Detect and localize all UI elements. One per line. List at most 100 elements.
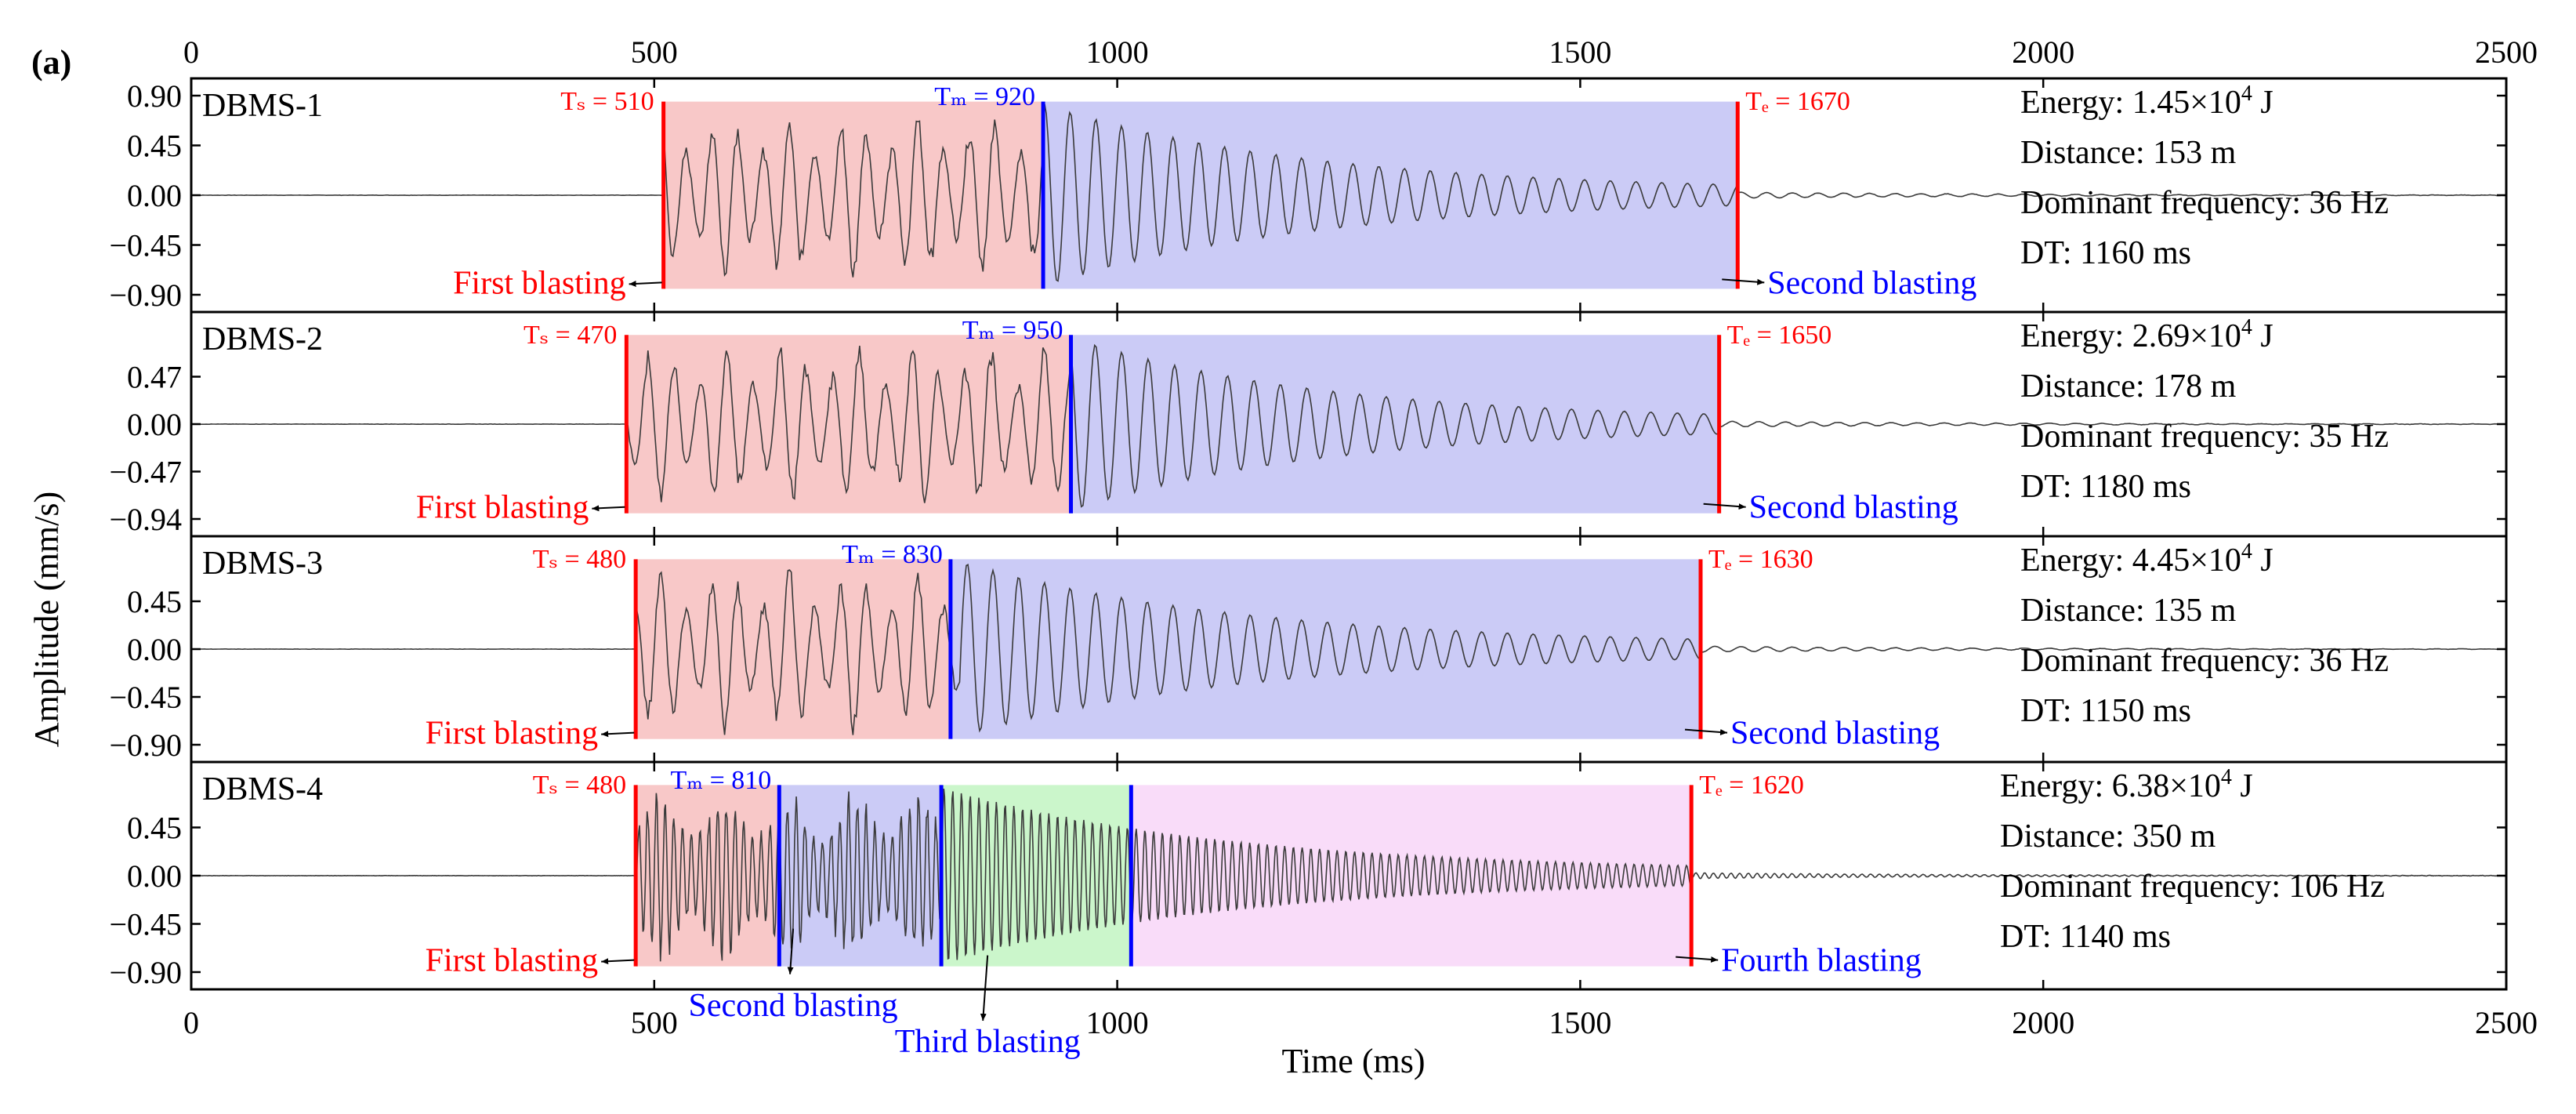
event-label: First blasting: [426, 716, 599, 752]
tm-label: Tₘ = 950: [962, 316, 1063, 345]
waveform-trace: [190, 564, 2505, 735]
event-arrow: [1676, 956, 1719, 963]
y-tick-label: 0.00: [127, 407, 182, 442]
te-label: Tₑ = 1670: [1745, 87, 1850, 116]
distance-text: Distance: 178 m: [2020, 368, 2237, 405]
event-arrow: [1722, 278, 1765, 285]
te-label: Tₑ = 1650: [1727, 321, 1832, 350]
waveform-trace: [190, 789, 2506, 962]
y-axis-title: Amplitude (mm/s): [27, 492, 66, 747]
event-arrow: [980, 955, 989, 1021]
energy-unit: J: [2252, 318, 2273, 354]
energy-text: Energy: 4.45×104 J: [2020, 539, 2273, 579]
event-label: First blasting: [416, 490, 589, 526]
segment-first-blasting: [663, 101, 1044, 289]
event-label: First blasting: [426, 943, 599, 979]
energy-value: Energy: 1.45×10: [2020, 85, 2241, 121]
y-tick-label: −0.90: [109, 278, 182, 313]
y-tick-label: −0.90: [109, 728, 182, 763]
x-tick-label-bottom: 500: [631, 1005, 678, 1040]
x-tick-label-bottom: 1500: [1549, 1005, 1611, 1040]
event-arrow: [601, 958, 635, 965]
x-tick-label-top: 1000: [1086, 34, 1149, 70]
event-label: Second blasting: [688, 988, 897, 1024]
frequency-text: Dominant frequency: 35 Hz: [2020, 419, 2389, 455]
y-tick-label: −0.47: [109, 455, 182, 490]
ts-label: Tₛ = 510: [560, 87, 654, 116]
x-tick-label-bottom: 2500: [2475, 1005, 2538, 1040]
event-arrow: [787, 928, 795, 974]
energy-unit: J: [2252, 85, 2273, 121]
te-label: Tₑ = 1620: [1699, 771, 1804, 800]
segment-second-blasting: [950, 559, 1701, 739]
distance-text: Distance: 153 m: [2020, 135, 2237, 171]
panel-name: DBMS-3: [202, 546, 323, 582]
y-tick-label: −0.45: [109, 228, 182, 263]
y-tick-label: −0.94: [109, 502, 182, 537]
distance-text: Distance: 350 m: [2000, 818, 2216, 855]
frequency-text: Dominant frequency: 36 Hz: [2020, 185, 2389, 221]
y-tick-label: −0.90: [109, 955, 182, 990]
tm-label: Tₘ = 830: [842, 540, 943, 569]
x-axis-title: Time (ms): [1282, 1042, 1426, 1080]
x-tick-label-top: 0: [183, 34, 199, 70]
segment-second-blasting: [1071, 335, 1719, 513]
segment-second-blasting: [779, 785, 942, 967]
energy-exponent: 4: [2241, 315, 2252, 339]
segment-second-blasting: [1043, 101, 1738, 289]
event-arrow: [629, 280, 662, 287]
ts-label: Tₛ = 480: [533, 545, 626, 574]
segment-fourth-blasting: [1131, 785, 1692, 967]
y-tick-label: 0.47: [127, 360, 182, 395]
ts-label: Tₛ = 470: [524, 321, 617, 350]
duration-text: DT: 1140 ms: [2000, 919, 2171, 955]
event-label: Second blasting: [1767, 265, 1976, 301]
energy-text: Energy: 1.45×104 J: [2020, 82, 2273, 121]
duration-text: DT: 1160 ms: [2020, 235, 2191, 271]
x-tick-label-top: 2000: [2012, 34, 2074, 70]
energy-exponent: 4: [2241, 539, 2252, 564]
text-layer: (a) Time (ms) Amplitude (mm/s) 0 0 500 500 1…: [27, 34, 2538, 1080]
y-tick-label: 0.45: [127, 811, 182, 846]
event-arrow: [1684, 728, 1728, 736]
frame-layer: [190, 77, 2508, 1021]
trace-layer: [190, 103, 2506, 962]
tm-label: Tₘ = 920: [934, 82, 1035, 111]
energy-exponent: 4: [2241, 82, 2252, 106]
energy-value: Energy: 6.38×10: [2000, 768, 2221, 804]
energy-text: Energy: 6.38×104 J: [2000, 765, 2253, 804]
distance-text: Distance: 135 m: [2020, 593, 2237, 629]
event-label: Third blasting: [895, 1024, 1081, 1060]
y-tick-label: −0.45: [109, 680, 182, 715]
energy-unit: J: [2252, 542, 2273, 579]
x-tick-label-bottom: 2000: [2012, 1005, 2074, 1040]
x-tick-label-top: 500: [631, 34, 678, 70]
x-tick-label-bottom: 1000: [1086, 1005, 1149, 1040]
event-arrow: [1703, 503, 1746, 510]
waveform-trace: [190, 343, 2505, 508]
energy-exponent: 4: [2221, 765, 2232, 789]
panel-name: DBMS-1: [202, 88, 323, 124]
y-tick-label: −0.45: [109, 907, 182, 942]
x-tick-label-top: 1500: [1549, 34, 1611, 70]
figure-label: (a): [31, 43, 71, 82]
background-layer: [626, 101, 1738, 967]
event-arrow: [601, 731, 635, 738]
panel-name: DBMS-2: [202, 321, 323, 357]
y-tick-label: 0.45: [127, 584, 182, 619]
event-label: Fourth blasting: [1721, 943, 1922, 979]
x-tick-label-bottom: 0: [183, 1005, 199, 1040]
y-tick-label: 0.00: [127, 858, 182, 894]
event-arrow: [592, 505, 625, 512]
energy-value: Energy: 2.69×10: [2020, 318, 2241, 354]
energy-value: Energy: 4.45×10: [2020, 542, 2241, 579]
y-tick-label: 0.00: [127, 632, 182, 667]
frequency-text: Dominant frequency: 106 Hz: [2000, 869, 2385, 905]
panel-name: DBMS-4: [202, 771, 323, 807]
y-tick-label: 0.45: [127, 129, 182, 164]
ts-label: Tₛ = 480: [533, 771, 626, 800]
x-tick-label-top: 2500: [2475, 34, 2538, 70]
event-label: Second blasting: [1730, 716, 1940, 752]
